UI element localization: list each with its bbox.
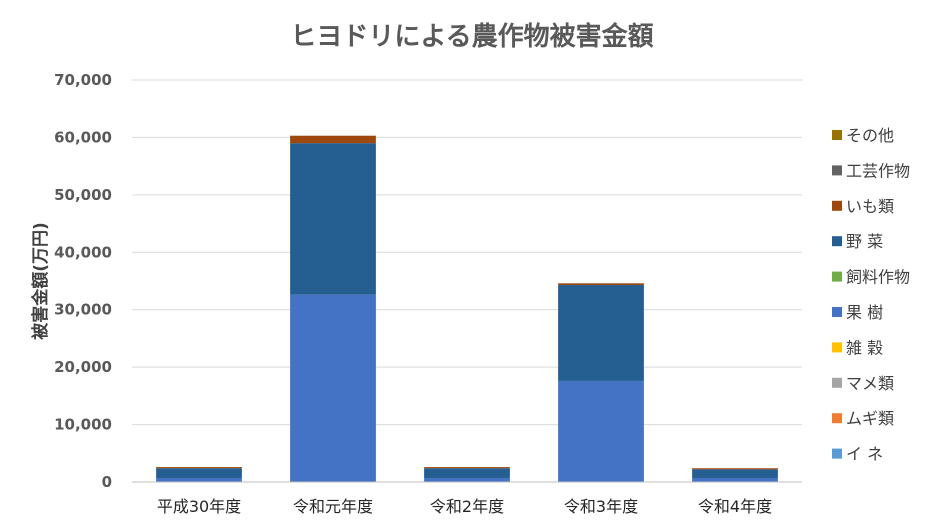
- legend-swatch: [832, 448, 842, 459]
- bar-segment: [290, 294, 376, 482]
- bars: [156, 135, 778, 482]
- legend-swatch: [832, 342, 842, 353]
- x-axis-ticks: 平成30年度 令和元年度 令和2年度 令和3年度 令和4年度: [157, 497, 772, 516]
- legend-label: マメ類: [846, 374, 894, 393]
- y-tick-label: 40,000: [54, 243, 112, 261]
- legend-label: ムギ類: [846, 409, 894, 428]
- x-tick-label: 令和3年度: [564, 497, 638, 516]
- bar-segment: [558, 283, 644, 286]
- legend-swatch: [832, 200, 842, 211]
- legend-swatch: [832, 130, 842, 140]
- legend-label: 飼料作物: [846, 268, 910, 287]
- bar-segment: [156, 467, 242, 469]
- x-tick-label: 令和4年度: [698, 497, 772, 516]
- chart-title: ヒヨドリによる農作物被害金額: [290, 21, 653, 52]
- y-tick-label: 0: [102, 473, 112, 491]
- x-tick-label: 平成30年度: [157, 497, 241, 516]
- bar-segment: [156, 468, 242, 478]
- legend-swatch: [832, 377, 842, 388]
- legend-label: その他: [846, 126, 894, 145]
- y-tick-label: 50,000: [54, 186, 112, 204]
- x-tick-label: 令和元年度: [293, 497, 373, 516]
- bar-segment: [290, 135, 376, 144]
- bar-segment: [692, 477, 778, 482]
- bar-segment: [156, 477, 242, 482]
- bar-segment: [558, 285, 644, 381]
- legend-label: いも類: [846, 197, 894, 216]
- y-tick-label: 60,000: [54, 128, 112, 146]
- legend-swatch: [832, 165, 842, 176]
- bar-segment: [424, 467, 510, 469]
- legend-label: 雑 穀: [846, 338, 883, 357]
- bar-segment: [290, 143, 376, 295]
- bar-segment: [558, 380, 644, 482]
- legend-swatch: [832, 236, 842, 247]
- bar-segment: [424, 468, 510, 478]
- y-tick-label: 10,000: [54, 416, 112, 434]
- legend-swatch: [832, 307, 842, 317]
- legend-label: 果 樹: [846, 303, 883, 322]
- legend-swatch: [832, 413, 842, 424]
- y-tick-label: 30,000: [54, 301, 112, 319]
- legend-label: 野 菜: [846, 232, 883, 251]
- legend-label: イ ネ: [846, 445, 883, 464]
- gridlines: [132, 79, 802, 426]
- y-tick-label: 70,000: [54, 71, 112, 89]
- y-tick-label: 20,000: [54, 358, 112, 376]
- x-tick-label: 令和2年度: [430, 497, 504, 516]
- bar-segment: [692, 468, 778, 470]
- y-axis-ticks: 0 10,000 20,000 30,000 40,000 50,000 60,000 70,…: [54, 71, 112, 491]
- bar-segment: [692, 469, 778, 478]
- bar-segment: [424, 477, 510, 482]
- y-axis-label: 被害金額(万円): [30, 222, 51, 340]
- legend-swatch: [832, 271, 842, 282]
- legend-label: 工芸作物: [846, 161, 910, 180]
